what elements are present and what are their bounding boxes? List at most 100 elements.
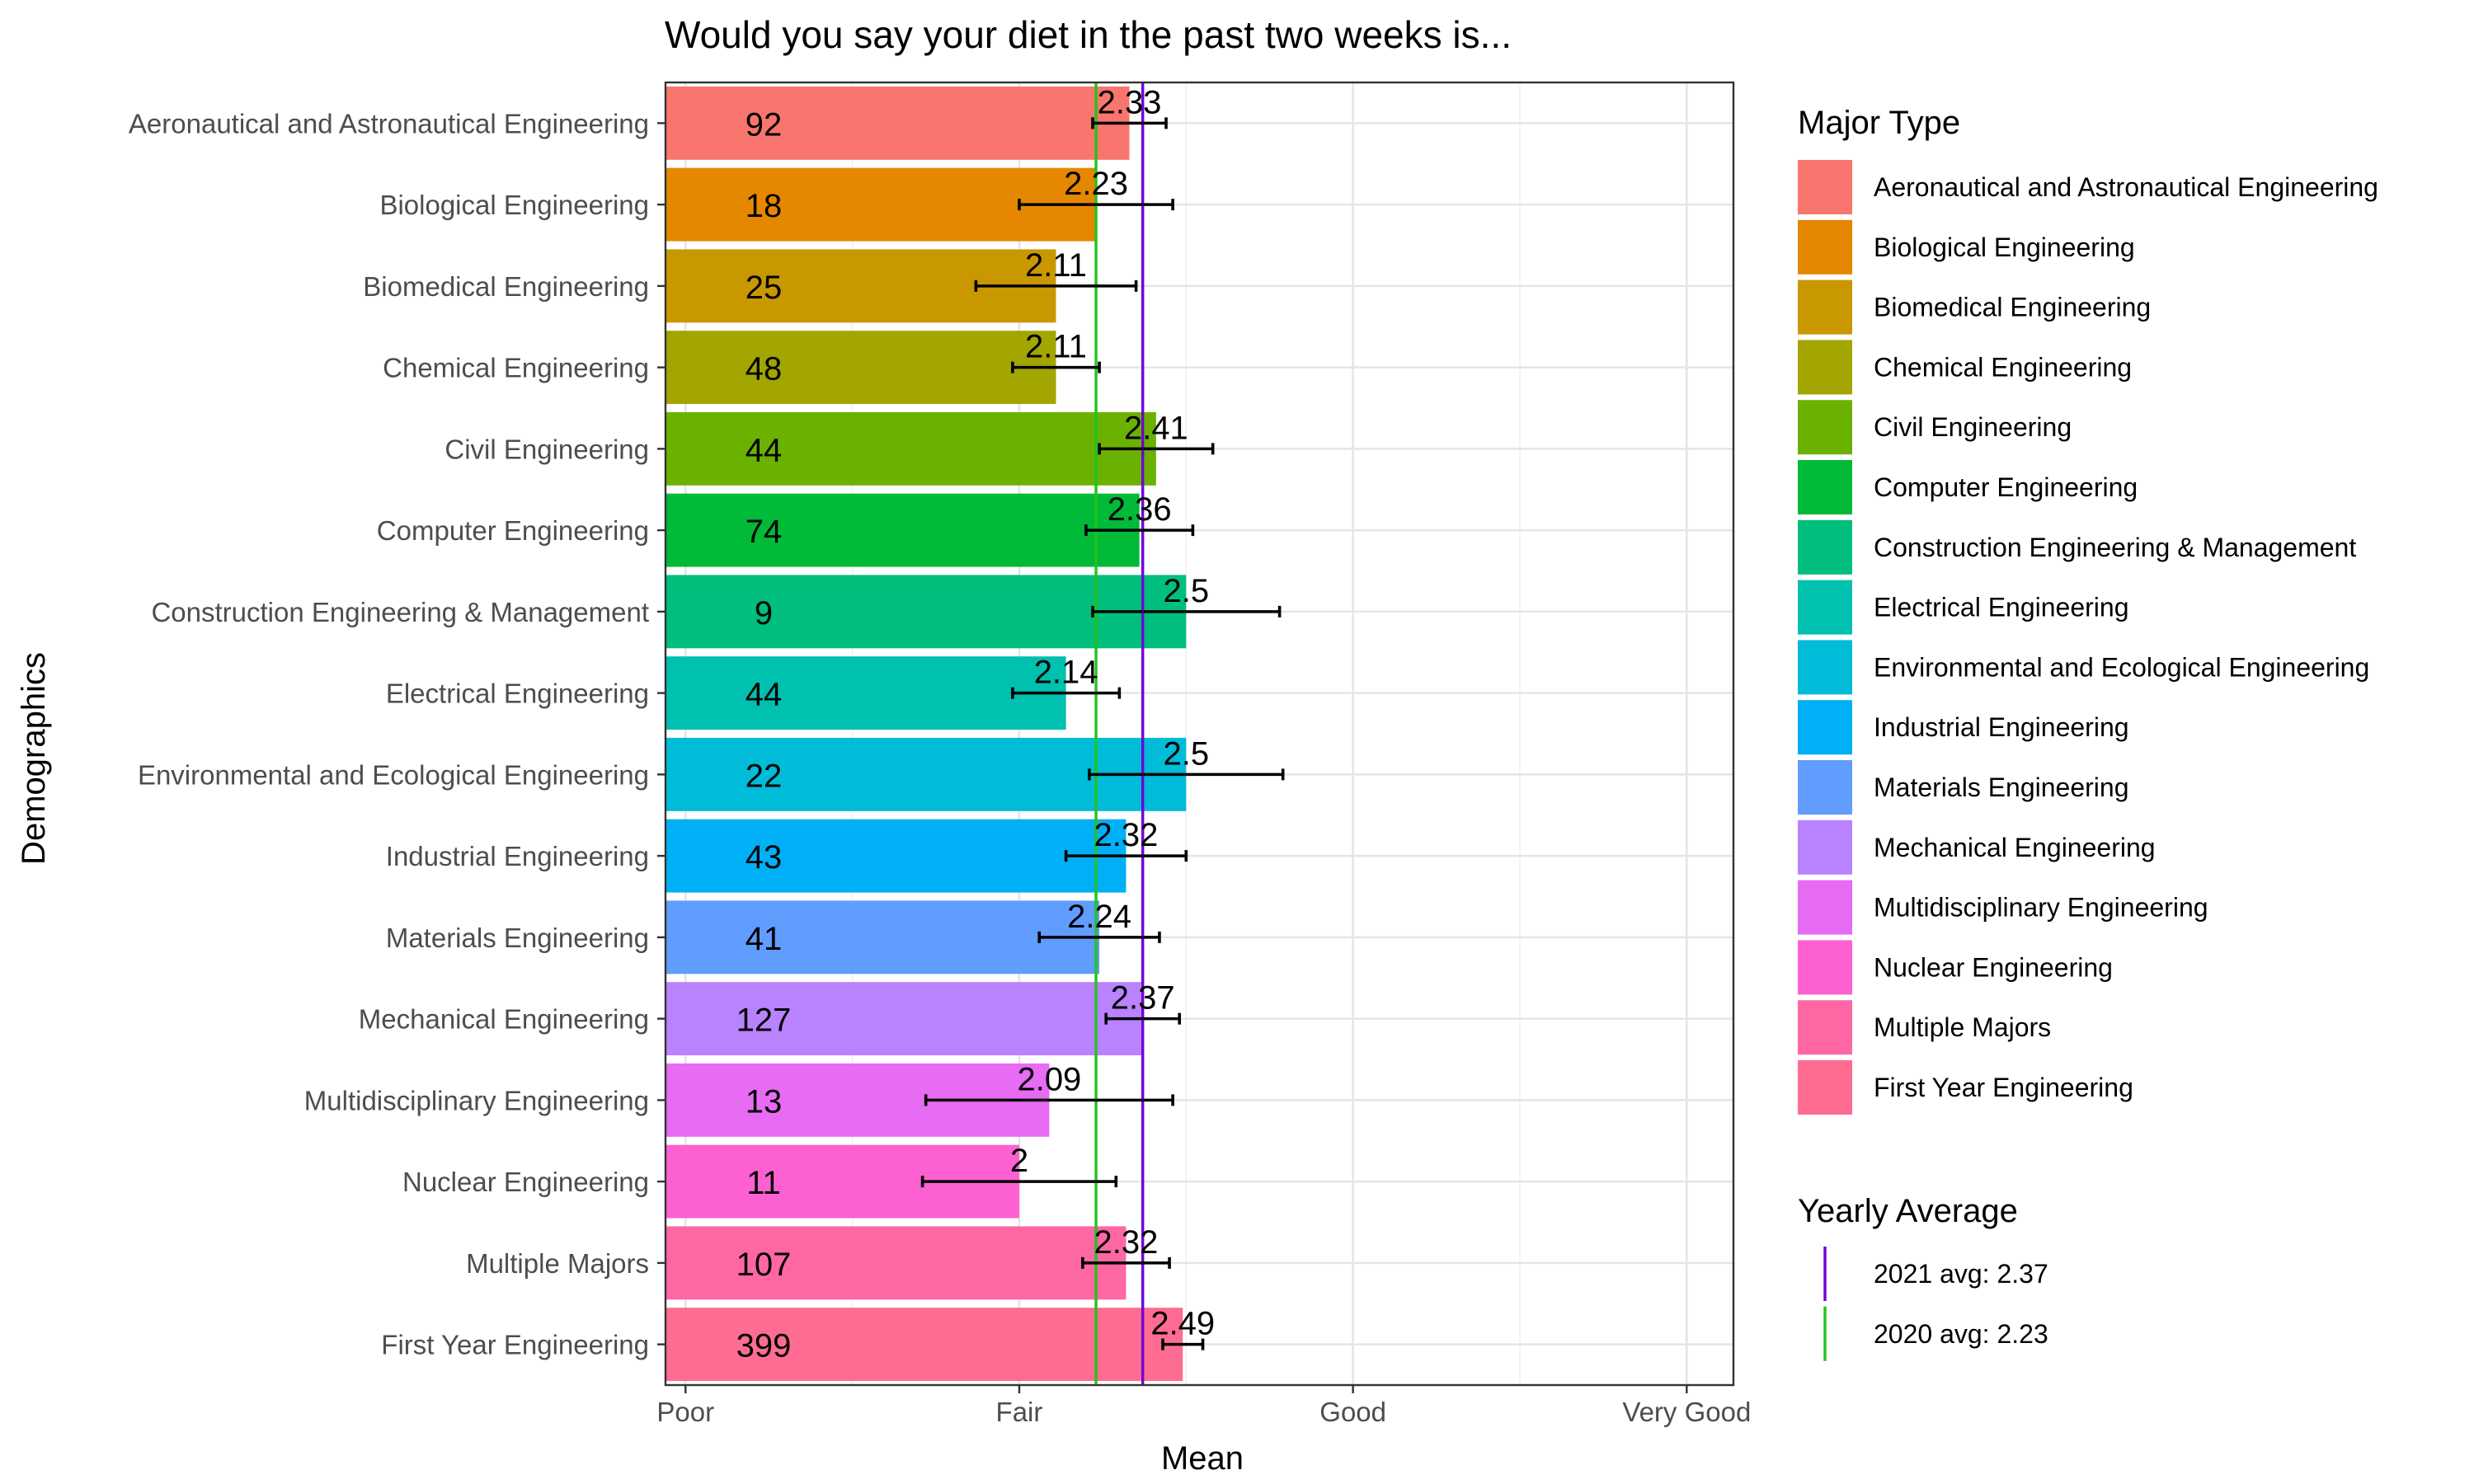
value-label: 2.24: [1067, 899, 1131, 935]
x-axis-title: Mean: [1161, 1440, 1244, 1477]
legend-swatch: [1798, 400, 1852, 455]
legend-swatch: [1798, 880, 1852, 935]
count-label: 9: [755, 595, 773, 632]
value-label: 2.09: [1017, 1061, 1081, 1097]
y-tick-label: Multiple Majors: [466, 1248, 649, 1279]
legend-label: Multiple Majors: [1874, 1012, 2051, 1042]
legend-swatch: [1798, 519, 1852, 575]
chart-title: Would you say your diet in the past two …: [665, 13, 1512, 56]
y-tick-label: Biological Engineering: [379, 190, 649, 220]
count-label: 44: [745, 677, 783, 713]
legend-swatch: [1798, 460, 1852, 514]
legend-swatch: [1798, 760, 1852, 815]
value-label: 2.49: [1150, 1306, 1215, 1342]
bar: [666, 1226, 1126, 1300]
y-tick-label: Nuclear Engineering: [402, 1167, 649, 1197]
legend-label: Construction Engineering & Management: [1874, 533, 2356, 562]
count-label: 44: [745, 432, 783, 468]
count-label: 25: [745, 270, 783, 306]
count-label: 127: [736, 1003, 792, 1039]
legend-label: Civil Engineering: [1874, 412, 2072, 442]
legend-label: Biological Engineering: [1874, 232, 2135, 262]
y-tick-label: Materials Engineering: [386, 923, 649, 953]
bar: [666, 900, 1100, 974]
bar: [666, 411, 1156, 486]
count-label: 13: [745, 1083, 783, 1120]
x-tick-label: Fair: [996, 1397, 1043, 1427]
legend-label: Nuclear Engineering: [1874, 952, 2113, 982]
legend-label: Aeronautical and Astronautical Engineeri…: [1874, 172, 2378, 202]
y-tick-label: Industrial Engineering: [386, 841, 649, 871]
legend-label: Chemical Engineering: [1874, 352, 2132, 382]
count-label: 107: [736, 1247, 792, 1283]
y-tick-label: Construction Engineering & Management: [151, 597, 649, 627]
legend-swatch: [1798, 160, 1852, 214]
legend-swatch: [1798, 1000, 1852, 1055]
value-label: 2.32: [1094, 1224, 1159, 1261]
legend-label: Computer Engineering: [1874, 472, 2138, 502]
legend-swatch: [1798, 340, 1852, 395]
y-tick-label: Multidisciplinary Engineering: [304, 1085, 649, 1115]
y-tick-label: Civil Engineering: [444, 434, 649, 464]
legend: Major Type Aeronautical and Astronautica…: [1798, 105, 2378, 1361]
value-label: 2.41: [1124, 410, 1188, 446]
count-label: 74: [745, 514, 783, 550]
y-tick-label: Mechanical Engineering: [359, 1004, 649, 1035]
count-label: 92: [745, 106, 783, 143]
legend-swatch: [1798, 819, 1852, 875]
value-label: 2.5: [1164, 735, 1210, 772]
count-label: 11: [746, 1165, 781, 1201]
y-tick-label: Chemical Engineering: [383, 353, 649, 383]
value-label: 2.11: [1025, 247, 1087, 284]
legend-label: Electrical Engineering: [1874, 593, 2129, 622]
panel-border: [664, 81, 1735, 1387]
legend-label: Materials Engineering: [1874, 773, 2129, 802]
reference-legend-label: 2021 avg: 2.37: [1874, 1259, 2048, 1289]
y-tick-label: Aeronautical and Astronautical Engineeri…: [129, 108, 649, 139]
value-label: 2.36: [1108, 491, 1172, 528]
legend-label: Industrial Engineering: [1874, 712, 2129, 742]
bar: [666, 493, 1140, 567]
y-axis-title: Demographics: [16, 652, 52, 865]
bar: [666, 656, 1066, 730]
value-label: 2.23: [1064, 166, 1128, 202]
plot-area: 92 2.33 18 2.23 25 2.11 48 2.11 44 2.41 74 2.36 9 2.5…: [129, 81, 1751, 1427]
reference-legend-label: 2020 avg: 2.23: [1874, 1319, 2048, 1349]
y-tick-label: Computer Engineering: [377, 515, 649, 546]
legend-swatch: [1798, 640, 1852, 695]
legend-swatch: [1798, 1060, 1852, 1115]
legend-label: First Year Engineering: [1874, 1073, 2133, 1102]
y-tick-label: Biomedical Engineering: [363, 271, 649, 302]
count-label: 18: [745, 188, 783, 224]
y-tick-label: Electrical Engineering: [386, 679, 649, 709]
y-tick-label: First Year Engineering: [381, 1330, 649, 1360]
value-label: 2.5: [1164, 573, 1210, 609]
bar: [666, 819, 1126, 893]
x-tick-label: Poor: [656, 1397, 714, 1427]
bar: [666, 982, 1143, 1056]
value-label: 2.11: [1025, 329, 1087, 365]
legend-label: Environmental and Ecological Engineering: [1874, 652, 2369, 682]
x-tick-label: Good: [1319, 1397, 1386, 1427]
legend-title: Major Type: [1798, 105, 1960, 141]
count-label: 48: [745, 351, 783, 387]
legend-swatch: [1798, 700, 1852, 755]
legend-label: Mechanical Engineering: [1874, 833, 2156, 862]
reference-legend-title: Yearly Average: [1798, 1193, 2018, 1229]
legend-swatch: [1798, 940, 1852, 995]
legend-swatch: [1798, 219, 1852, 275]
count-label: 399: [736, 1328, 792, 1364]
legend-label: Multidisciplinary Engineering: [1874, 893, 2208, 923]
bar: [666, 86, 1130, 160]
value-label: 2.14: [1034, 655, 1098, 691]
count-label: 41: [745, 921, 783, 957]
value-label: 2.33: [1098, 84, 1162, 120]
value-label: 2.37: [1111, 980, 1175, 1017]
x-tick-label: Very Good: [1622, 1397, 1751, 1427]
value-label: 2.32: [1094, 817, 1159, 853]
y-tick-label: Environmental and Ecological Engineering: [138, 759, 649, 790]
legend-swatch: [1798, 279, 1852, 335]
count-label: 43: [745, 839, 783, 876]
count-label: 22: [745, 758, 783, 794]
